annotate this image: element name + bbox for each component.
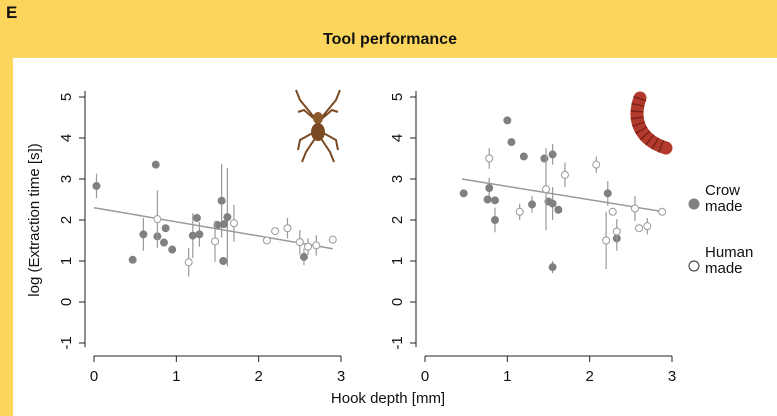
point	[188, 231, 197, 240]
point	[554, 205, 563, 214]
x-axis-label: Hook depth [mm]	[331, 390, 445, 407]
point	[548, 263, 557, 272]
point	[490, 216, 499, 224]
point	[507, 138, 516, 147]
point	[295, 238, 304, 247]
point	[128, 255, 137, 264]
point	[195, 230, 204, 239]
y-tick-label: 5	[389, 93, 406, 101]
point	[283, 224, 292, 233]
point	[630, 204, 639, 213]
panel-background	[13, 58, 777, 416]
y-tick-label: 0	[58, 298, 75, 306]
x-tick-label: 2	[585, 368, 593, 385]
point	[151, 160, 160, 169]
x-tick-label: 2	[254, 368, 262, 385]
x-tick-label: 3	[668, 368, 676, 385]
point	[519, 152, 528, 161]
point	[658, 207, 667, 216]
point	[548, 150, 557, 159]
x-tick-label: 1	[172, 368, 180, 385]
spider-icon	[295, 89, 341, 163]
point	[139, 230, 148, 239]
y-tick-label: 4	[58, 134, 75, 142]
worm-icon	[630, 91, 673, 155]
point	[271, 227, 280, 236]
y-tick-label: -1	[58, 336, 75, 349]
legend-marker	[688, 260, 700, 272]
point	[220, 220, 229, 229]
point	[485, 154, 494, 163]
point	[485, 184, 494, 193]
y-tick-label: 2	[389, 216, 406, 224]
legend-label: Crow made	[705, 182, 743, 215]
x-tick-label: 1	[503, 368, 511, 385]
point	[304, 242, 313, 251]
y-axis-label: log (Extraction time [s])	[26, 143, 43, 296]
y-tick-label: 3	[58, 175, 75, 183]
y-tick-label: 5	[58, 93, 75, 101]
x-tick-label: 3	[337, 368, 345, 385]
point	[612, 227, 621, 236]
point	[217, 196, 226, 205]
y-tick-label: 2	[58, 216, 75, 224]
point	[483, 195, 492, 204]
point	[299, 252, 308, 261]
point	[528, 200, 537, 209]
point	[459, 189, 468, 198]
point	[540, 154, 549, 163]
y-tick-label: -1	[389, 336, 406, 349]
y-tick-label: 1	[389, 257, 406, 265]
legend-marker	[688, 198, 700, 210]
point	[608, 207, 617, 216]
point	[153, 215, 162, 224]
point	[560, 170, 569, 179]
trend-line	[93, 206, 333, 250]
point	[223, 213, 232, 222]
legend-label: Human made	[705, 244, 754, 277]
y-tick-label: 4	[389, 134, 406, 142]
point	[602, 236, 611, 245]
point	[219, 257, 228, 265]
point	[159, 238, 168, 247]
point	[542, 185, 551, 194]
y-tick-label: 1	[58, 257, 75, 265]
x-tick-label: 0	[90, 368, 98, 385]
point	[161, 224, 170, 233]
point	[229, 219, 238, 228]
point	[192, 213, 201, 222]
point	[168, 245, 177, 254]
trend-line	[461, 178, 664, 213]
chart-title: Tool performance	[323, 31, 457, 48]
point	[643, 222, 652, 231]
point	[603, 189, 612, 198]
point	[503, 116, 512, 125]
point	[92, 181, 101, 190]
point	[592, 160, 601, 169]
point	[312, 241, 321, 250]
point	[328, 235, 337, 244]
point	[548, 199, 557, 208]
panel-label: E	[6, 3, 17, 22]
point	[262, 236, 271, 245]
x-tick-label: 0	[421, 368, 429, 385]
point	[184, 258, 193, 267]
y-tick-label: 3	[389, 175, 406, 183]
point	[515, 207, 524, 216]
y-tick-label: 0	[389, 298, 406, 306]
point	[635, 224, 644, 233]
point	[211, 237, 220, 246]
point	[490, 196, 499, 205]
